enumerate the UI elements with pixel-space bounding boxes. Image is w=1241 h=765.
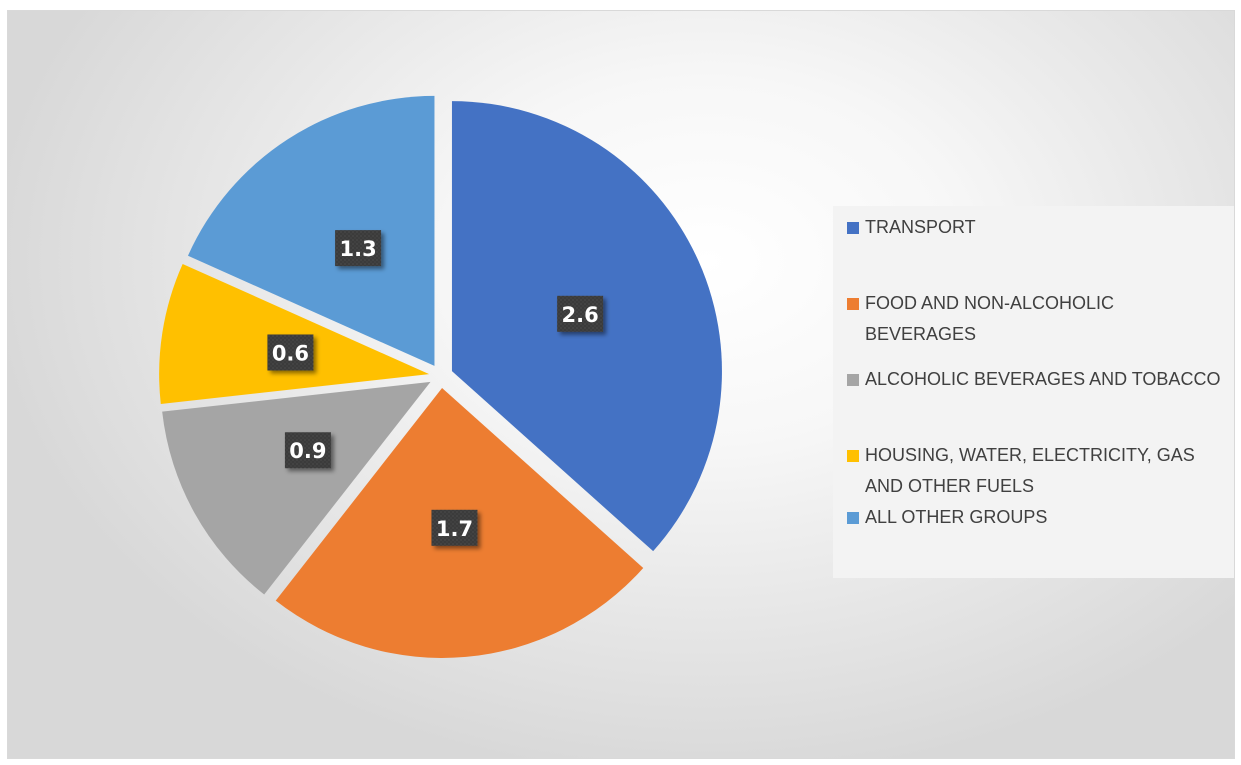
- legend-swatch: [847, 512, 859, 524]
- legend: TRANSPORT FOOD AND NON-ALCOHOLIC BEVERAG…: [833, 206, 1234, 578]
- pie-slice: [187, 95, 435, 366]
- data-label: 0.6: [267, 334, 314, 371]
- pie-slice: [162, 381, 431, 595]
- legend-item: TRANSPORT: [847, 217, 1227, 243]
- legend-item: FOOD AND NON-ALCOHOLIC BEVERAGES: [847, 293, 1227, 350]
- legend-swatch: [847, 222, 859, 234]
- data-label-box: [267, 334, 314, 371]
- data-label-box: [557, 295, 604, 332]
- data-label-text: 0.9: [289, 439, 326, 463]
- data-label-box: [284, 432, 331, 469]
- legend-label: ALL OTHER GROUPS: [865, 507, 1048, 527]
- data-label: 2.6: [557, 295, 604, 332]
- data-label: 1.7: [431, 509, 478, 546]
- legend-item: ALCOHOLIC BEVERAGES AND TOBACCO: [847, 369, 1227, 395]
- data-label-text: 0.6: [272, 341, 309, 365]
- slices-layer: [159, 95, 722, 658]
- legend-label: FOOD AND NON-ALCOHOLIC BEVERAGES: [865, 293, 1115, 344]
- legend-swatch: [847, 450, 859, 462]
- legend-label: ALCOHOLIC BEVERAGES AND TOBACCO: [865, 369, 1221, 389]
- pie-slice: [159, 263, 430, 404]
- legend-item: ALL OTHER GROUPS: [847, 507, 1227, 533]
- legend-label: HOUSING, WATER, ELECTRICITY, GAS AND OTH…: [865, 445, 1195, 496]
- legend-item: HOUSING, WATER, ELECTRICITY, GAS AND OTH…: [847, 445, 1227, 502]
- data-label-box: [335, 230, 382, 267]
- legend-label: TRANSPORT: [865, 217, 976, 237]
- data-label: 1.3: [335, 230, 382, 267]
- data-label-box: [431, 509, 478, 546]
- legend-swatch: [847, 374, 859, 386]
- data-label: 0.9: [284, 432, 331, 469]
- data-label-text: 1.3: [339, 237, 376, 261]
- data-label-text: 1.7: [436, 517, 473, 541]
- legend-swatch: [847, 298, 859, 310]
- chart-area: 2.6 1.7 0.9 0.6 1.3 TRANSPORT FOOD AND NON-A…: [7, 10, 1235, 759]
- data-label-text: 2.6: [562, 303, 599, 327]
- pie-chart: 2.6 1.7 0.9 0.6 1.3: [159, 95, 722, 658]
- labels-layer: 2.6 1.7 0.9 0.6 1.3: [267, 230, 604, 546]
